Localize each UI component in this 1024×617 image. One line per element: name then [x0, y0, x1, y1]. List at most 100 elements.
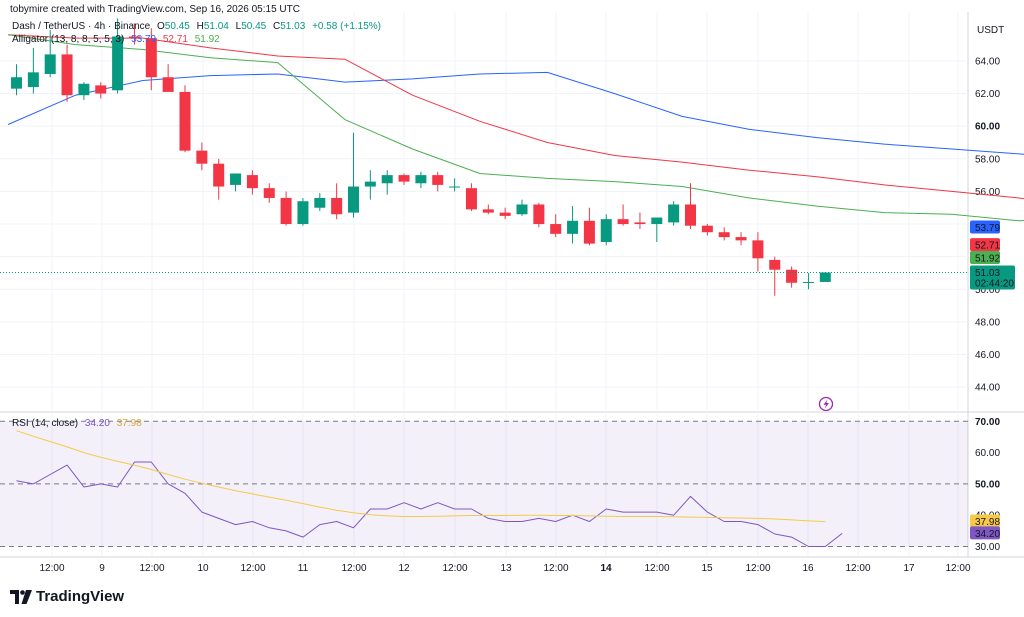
alligator-lips-value: 51.92 [194, 34, 220, 45]
alligator-label: Alligator (13, 8, 8, 5, 5, 3) [12, 34, 125, 45]
rsi-value: 34.20 [84, 418, 110, 429]
rsi-value-text: 37.98 [975, 517, 1000, 528]
candle [668, 201, 680, 226]
candle-body [499, 212, 511, 216]
candle [314, 193, 326, 211]
candle [112, 18, 124, 94]
candle [162, 64, 174, 92]
candle [735, 232, 747, 246]
price-axis-label: 56.00 [975, 187, 1000, 198]
price-change: +0.58 (+1.15%) [312, 21, 381, 32]
candle [348, 132, 359, 218]
candle [280, 191, 292, 226]
time-axis-label: 11 [298, 563, 309, 574]
candle [398, 173, 410, 185]
candle [364, 170, 376, 200]
candle-body [802, 281, 814, 283]
candle [263, 183, 275, 203]
candle [27, 47, 39, 94]
alligator-price-tag [970, 220, 1000, 234]
candle [769, 256, 781, 296]
candle [179, 85, 191, 153]
rsi-ma-value: 37.98 [116, 418, 142, 429]
candle [516, 199, 528, 216]
candle-body [634, 222, 646, 225]
candle [11, 64, 22, 96]
candle-body [364, 181, 376, 187]
time-axis-label: 12:00 [240, 563, 265, 574]
ohlc-high: H51.04 [196, 21, 229, 32]
candle-body [78, 83, 90, 96]
time-axis-label: 12:00 [945, 563, 970, 574]
candle [381, 170, 393, 195]
price-axis-label: 64.00 [975, 56, 1000, 67]
candle [128, 23, 140, 45]
candle [78, 82, 90, 101]
candle-body [348, 186, 359, 213]
alligator-price-text: 53.79 [975, 223, 1000, 234]
candle [297, 197, 309, 226]
time-axis-label: 9 [99, 563, 105, 574]
candle [651, 217, 663, 242]
symbol-legend: Dash / TetherUS · 4h · Binance O50.45 H5… [12, 21, 385, 32]
time-axis-label: 12 [398, 563, 410, 574]
candle-body [27, 72, 39, 88]
currency-label: USDT [977, 25, 1004, 36]
time-axis-label: 16 [802, 563, 814, 574]
candle-body [280, 197, 292, 225]
candle-body [263, 188, 275, 198]
candle-body [415, 175, 427, 184]
price-axis-label: 50.00 [975, 285, 1000, 296]
tradingview-brand: TradingView [36, 588, 125, 605]
lightning-icon [818, 396, 834, 412]
candle-body [128, 36, 140, 39]
candle [718, 227, 730, 241]
candle [196, 142, 208, 171]
candle [415, 171, 427, 189]
alligator-price-text: 51.92 [975, 253, 1000, 264]
price-axis-label: 48.00 [975, 317, 1000, 328]
candle [600, 214, 612, 246]
candle-body [752, 240, 764, 259]
price-axis-label: 58.00 [975, 154, 1000, 165]
current-price-tag [970, 265, 1015, 290]
candle-body [685, 204, 696, 226]
tradingview-footer: TradingView [10, 588, 124, 605]
time-axis-label: 12:00 [543, 563, 568, 574]
candle [145, 28, 157, 91]
alligator-price-tag [970, 250, 1000, 264]
candle [617, 204, 629, 226]
candle-body [314, 197, 326, 208]
candle-body [44, 54, 56, 74]
alligator-price-tag [970, 238, 1000, 252]
candle [685, 183, 696, 229]
candle [550, 214, 562, 238]
alligator-legend: Alligator (13, 8, 8, 5, 5, 3) 53.79 52.7… [12, 34, 224, 45]
candle [701, 224, 713, 236]
current-price-text: 51.03 [975, 268, 1000, 279]
candle-body [145, 38, 157, 78]
alligator-price-text: 52.71 [975, 241, 1000, 252]
time-axis-label: 12:00 [845, 563, 870, 574]
time-axis-label: 12:00 [139, 563, 164, 574]
rsi-value-tag [970, 514, 1000, 528]
ohlc-open: O50.45 [157, 21, 190, 32]
candle-body [550, 224, 562, 234]
candle-body [230, 173, 242, 185]
rsi-line [16, 461, 843, 547]
candle [95, 82, 107, 99]
price-axis-label: 44.00 [975, 383, 1000, 394]
candle-body [196, 150, 208, 164]
candle [44, 29, 56, 78]
candle [213, 158, 225, 200]
time-axis-label: 14 [600, 563, 612, 574]
created-header: tobymire created with TradingView.com, S… [10, 4, 300, 15]
rsi-axis-label: 70.00 [975, 417, 1000, 428]
rsi-band-fill [0, 421, 968, 547]
candle [482, 204, 494, 215]
candle-body [567, 220, 579, 234]
rsi-axis-label: 50.00 [975, 479, 1000, 490]
candle [819, 272, 831, 282]
time-axis-label: 12:00 [644, 563, 669, 574]
